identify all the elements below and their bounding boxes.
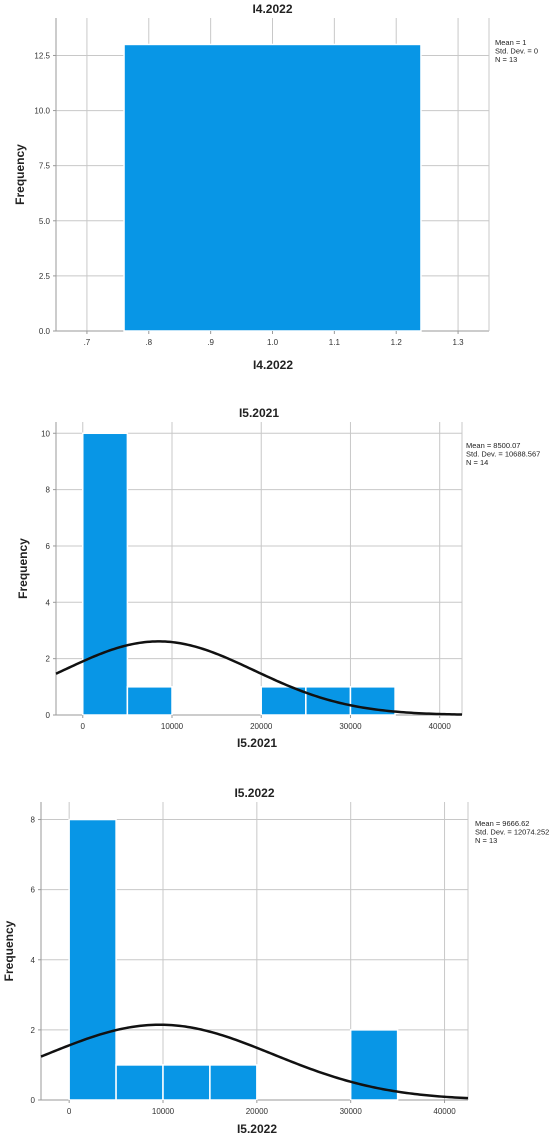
y-tick-label: 7.5: [39, 162, 51, 171]
stats-text: Std. Dev. = 10688.567: [466, 450, 540, 459]
histogram-bar: [115, 1064, 164, 1101]
chart-title: I5.2022: [234, 786, 274, 800]
x-tick-label: 1.1: [329, 338, 341, 347]
y-tick-label: 6: [46, 542, 51, 551]
y-tick-label: 4: [31, 956, 36, 965]
stats-text: Std. Dev. = 0: [495, 47, 538, 56]
x-tick-label: 40000: [429, 722, 452, 731]
x-tick-label: 10000: [161, 722, 184, 731]
stats-text: N = 13: [495, 55, 517, 64]
x-tick-label: 30000: [339, 722, 362, 731]
y-tick-label: 5.0: [39, 217, 51, 226]
x-axis-label: I5.2022: [237, 1122, 277, 1136]
stats-text: N = 13: [475, 836, 497, 845]
x-tick-label: 0: [81, 722, 86, 731]
x-axis-label: I5.2021: [237, 736, 277, 750]
normal-curve-line: [40, 1023, 469, 1100]
histogram-chart-i5-2022: 0 10000 20000 30000 40000 0 2 4 6 8 I5.2022 I5.2022…: [2, 786, 549, 1136]
histogram-bar: [68, 818, 117, 1101]
histogram-bar: [82, 432, 129, 716]
x-tick-label: 20000: [246, 1107, 269, 1116]
y-tick-label: 4: [46, 598, 51, 607]
histogram-bar: [123, 43, 422, 332]
chart-title: I4.2022: [252, 2, 292, 16]
y-tick-label: 2: [31, 1026, 36, 1035]
x-tick-label: 10000: [152, 1107, 175, 1116]
histogram-bar: [209, 1064, 258, 1101]
y-tick-label: 0: [31, 1096, 36, 1105]
y-axis-label: Frequency: [13, 144, 27, 205]
x-tick-label: 20000: [250, 722, 273, 731]
y-tick-label: 8: [46, 486, 51, 495]
y-tick-label: 8: [31, 816, 36, 825]
x-tick-label: 1.3: [453, 338, 465, 347]
histogram-chart-i4-2022: .7 .8 .9 1.0 1.1 1.2 1.3 0.0 2.5 5.0 7.5 10.0 12.5 I4…: [13, 2, 538, 372]
histogram-chart-i5-2021: 0 10000 20000 30000 40000 0 2 4 6 8 10 I5.2021 I5.20…: [16, 406, 540, 750]
stats-text: Mean = 8500.07: [466, 441, 520, 450]
x-tick-label: .8: [145, 338, 152, 347]
y-tick-label: 6: [31, 886, 36, 895]
y-axis-label: Frequency: [16, 538, 30, 599]
histogram-bar: [126, 686, 173, 716]
stats-text: Std. Dev. = 12074.252: [475, 828, 549, 837]
y-tick-label: 2: [46, 655, 51, 664]
y-tick-label: 0.0: [39, 327, 51, 336]
stats-text: N = 14: [466, 458, 488, 467]
x-tick-label: 40000: [433, 1107, 456, 1116]
x-axis-label: I4.2022: [253, 358, 293, 372]
x-tick-label: 30000: [340, 1107, 363, 1116]
stats-text: Mean = 1: [495, 38, 526, 47]
y-tick-label: 0: [46, 711, 51, 720]
normal-curve-line: [55, 640, 463, 716]
histogram-bar: [260, 686, 307, 716]
histogram-bar: [162, 1064, 211, 1101]
chart-title: I5.2021: [239, 406, 279, 420]
x-tick-label: .7: [84, 338, 91, 347]
y-tick-label: 2.5: [39, 272, 51, 281]
y-tick-label: 12.5: [34, 51, 50, 60]
y-tick-label: 10: [41, 429, 50, 438]
x-tick-label: 1.0: [267, 338, 279, 347]
x-tick-label: 1.2: [391, 338, 403, 347]
x-tick-label: .9: [207, 338, 214, 347]
y-axis-label: Frequency: [2, 920, 16, 981]
stats-text: Mean = 9666.62: [475, 819, 529, 828]
y-tick-label: 10.0: [34, 107, 50, 116]
x-tick-label: 0: [67, 1107, 72, 1116]
